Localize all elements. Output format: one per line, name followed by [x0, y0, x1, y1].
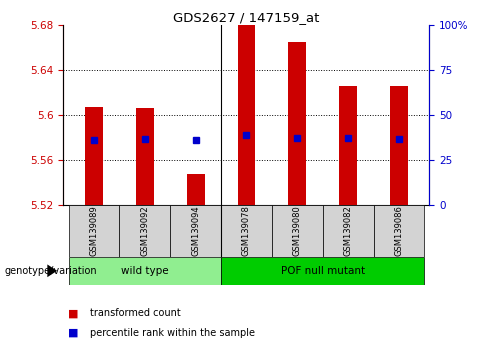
Bar [323, 205, 373, 257]
Bar [238, 23, 255, 205]
Text: GSM139089: GSM139089 [89, 206, 99, 256]
Text: transformed count: transformed count [90, 308, 181, 318]
Bar [288, 42, 306, 205]
Bar [120, 205, 170, 257]
Bar [339, 86, 357, 205]
Text: percentile rank within the sample: percentile rank within the sample [90, 328, 255, 338]
Text: GSM139086: GSM139086 [394, 206, 404, 256]
Bar [187, 174, 204, 205]
Bar [68, 205, 120, 257]
Bar [221, 257, 425, 285]
Text: GSM139094: GSM139094 [191, 206, 200, 256]
Bar [390, 86, 408, 205]
Bar [136, 108, 154, 205]
Bar [170, 205, 221, 257]
Bar [221, 205, 272, 257]
Bar [85, 107, 103, 205]
Text: genotype/variation: genotype/variation [5, 266, 98, 276]
Text: wild type: wild type [121, 266, 168, 276]
Bar [373, 205, 425, 257]
Bar [68, 257, 221, 285]
Text: GSM139082: GSM139082 [344, 206, 353, 256]
Text: ■: ■ [68, 308, 79, 318]
Bar [272, 205, 323, 257]
Title: GDS2627 / 147159_at: GDS2627 / 147159_at [173, 11, 320, 24]
Text: POF null mutant: POF null mutant [281, 266, 365, 276]
Text: GSM139078: GSM139078 [242, 206, 251, 256]
Text: GSM139080: GSM139080 [293, 206, 302, 256]
Text: ■: ■ [68, 328, 79, 338]
Text: GSM139092: GSM139092 [140, 206, 149, 256]
